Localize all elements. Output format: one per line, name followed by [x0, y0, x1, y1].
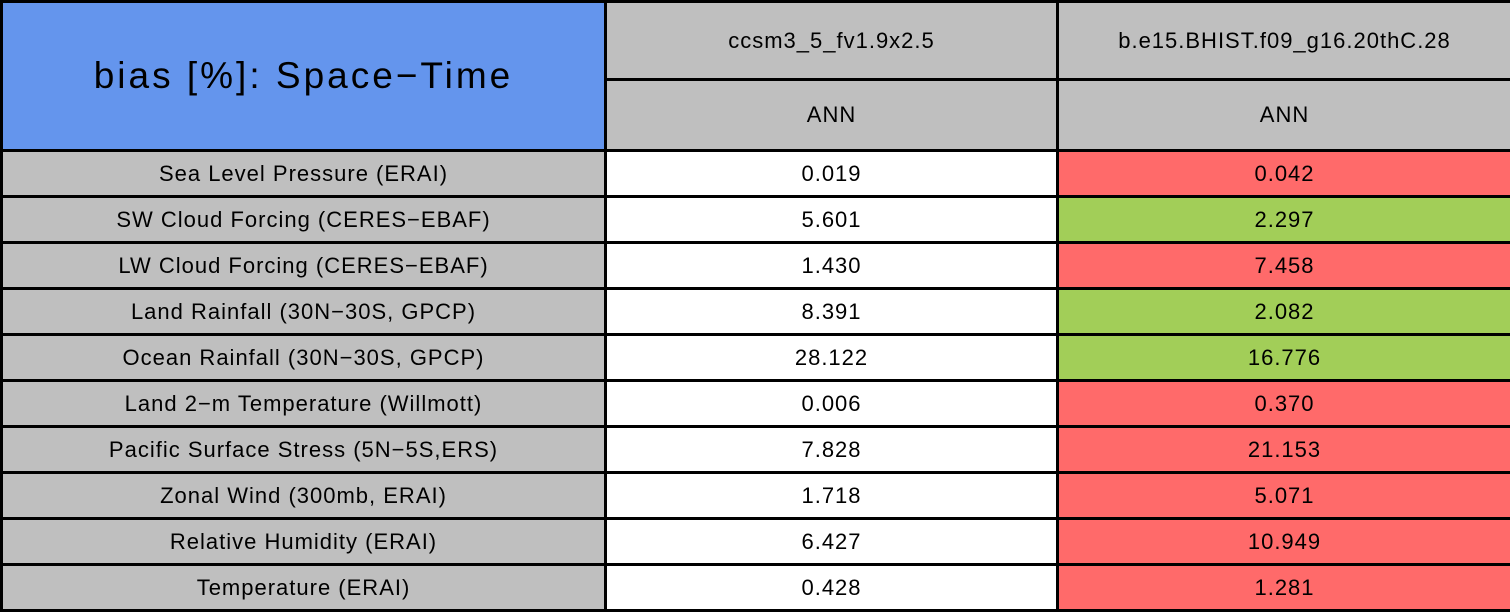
- table-row: Land 2−m Temperature (Willmott) 0.006 0.…: [2, 381, 1510, 427]
- row-label: Zonal Wind (300mb, ERAI): [2, 473, 606, 519]
- row-label: SW Cloud Forcing (CERES−EBAF): [2, 197, 606, 243]
- table-row: Ocean Rainfall (30N−30S, GPCP) 28.122 16…: [2, 335, 1510, 381]
- table-row: Land Rainfall (30N−30S, GPCP) 8.391 2.08…: [2, 289, 1510, 335]
- test-value-cell: 0.042: [1058, 151, 1510, 197]
- model-header-control: ccsm3_5_fv1.9x2.5: [606, 2, 1058, 80]
- control-value-cell: 1.718: [606, 473, 1058, 519]
- row-label: Land 2−m Temperature (Willmott): [2, 381, 606, 427]
- test-value-cell: 5.071: [1058, 473, 1510, 519]
- row-label: Sea Level Pressure (ERAI): [2, 151, 606, 197]
- control-value-cell: 0.019: [606, 151, 1058, 197]
- row-label: Relative Humidity (ERAI): [2, 519, 606, 565]
- test-value-cell: 7.458: [1058, 243, 1510, 289]
- table-title: bias [%]: Space−Time: [2, 2, 606, 151]
- table-row: Temperature (ERAI) 0.428 1.281: [2, 565, 1510, 611]
- control-value-cell: 8.391: [606, 289, 1058, 335]
- season-subheader-control: ANN: [606, 80, 1058, 151]
- table-row: Zonal Wind (300mb, ERAI) 1.718 5.071: [2, 473, 1510, 519]
- row-label: Temperature (ERAI): [2, 565, 606, 611]
- control-value-cell: 1.430: [606, 243, 1058, 289]
- row-label: LW Cloud Forcing (CERES−EBAF): [2, 243, 606, 289]
- test-value-cell: 1.281: [1058, 565, 1510, 611]
- control-value-cell: 6.427: [606, 519, 1058, 565]
- row-label: Land Rainfall (30N−30S, GPCP): [2, 289, 606, 335]
- control-value-cell: 0.428: [606, 565, 1058, 611]
- control-value-cell: 28.122: [606, 335, 1058, 381]
- row-label: Pacific Surface Stress (5N−5S,ERS): [2, 427, 606, 473]
- test-value-cell: 0.370: [1058, 381, 1510, 427]
- control-value-cell: 7.828: [606, 427, 1058, 473]
- table-row: LW Cloud Forcing (CERES−EBAF) 1.430 7.45…: [2, 243, 1510, 289]
- model-header-test: b.e15.BHIST.f09_g16.20thC.28: [1058, 2, 1510, 80]
- test-value-cell: 2.297: [1058, 197, 1510, 243]
- header-row-models: bias [%]: Space−Time ccsm3_5_fv1.9x2.5 b…: [2, 2, 1510, 80]
- table-row: Pacific Surface Stress (5N−5S,ERS) 7.828…: [2, 427, 1510, 473]
- test-value-cell: 21.153: [1058, 427, 1510, 473]
- control-value-cell: 5.601: [606, 197, 1058, 243]
- table-row: Relative Humidity (ERAI) 6.427 10.949: [2, 519, 1510, 565]
- test-value-cell: 10.949: [1058, 519, 1510, 565]
- season-subheader-test: ANN: [1058, 80, 1510, 151]
- control-value-cell: 0.006: [606, 381, 1058, 427]
- test-value-cell: 16.776: [1058, 335, 1510, 381]
- row-label: Ocean Rainfall (30N−30S, GPCP): [2, 335, 606, 381]
- table-row: Sea Level Pressure (ERAI) 0.019 0.042: [2, 151, 1510, 197]
- test-value-cell: 2.082: [1058, 289, 1510, 335]
- table-row: SW Cloud Forcing (CERES−EBAF) 5.601 2.29…: [2, 197, 1510, 243]
